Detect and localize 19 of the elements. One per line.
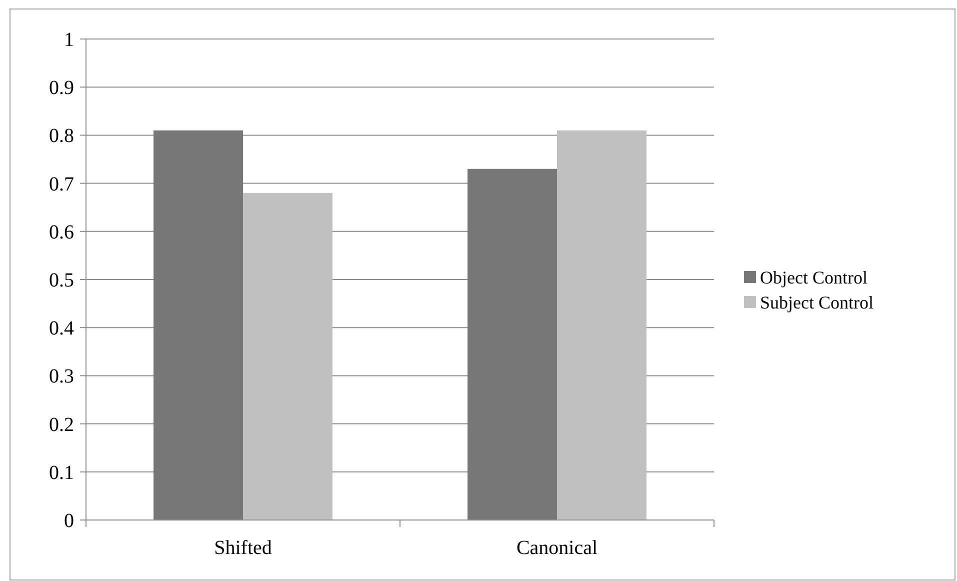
x-tick-label: Shifted	[214, 537, 272, 559]
bar	[243, 192, 332, 520]
legend-label: Subject Control	[760, 292, 874, 312]
legend-label: Object Control	[760, 267, 868, 288]
bar	[557, 130, 646, 520]
y-tick-label: 0.4	[49, 318, 74, 340]
y-tick-label: 0.5	[49, 270, 74, 292]
y-tick-label: 0.3	[49, 366, 74, 388]
x-tick-label: Canonical	[516, 537, 598, 559]
y-tick-label: 0.7	[49, 173, 74, 196]
y-tick-label: 0	[64, 510, 74, 532]
y-tick-label: 0.9	[49, 77, 74, 100]
bar	[154, 130, 243, 520]
y-tick-label: 0.8	[49, 125, 74, 148]
bar	[468, 168, 557, 520]
y-tick-label: 1	[64, 29, 74, 51]
y-tick-label: 0.1	[49, 462, 74, 484]
y-tick-label: 0.6	[49, 221, 74, 244]
y-tick-label: 0.2	[49, 414, 74, 436]
